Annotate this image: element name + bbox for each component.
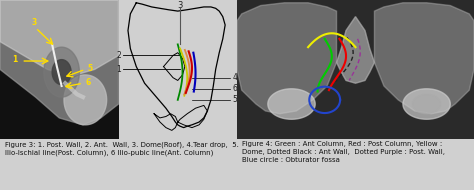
- Text: 3: 3: [32, 18, 37, 27]
- Polygon shape: [268, 89, 315, 119]
- Polygon shape: [337, 17, 374, 83]
- Polygon shape: [403, 89, 450, 119]
- Polygon shape: [0, 0, 118, 125]
- Polygon shape: [44, 47, 80, 97]
- Polygon shape: [337, 17, 374, 83]
- Polygon shape: [412, 94, 441, 114]
- Text: 1: 1: [116, 65, 121, 74]
- Text: 6: 6: [85, 78, 91, 87]
- Text: 4: 4: [232, 73, 237, 82]
- Text: 6: 6: [232, 84, 237, 93]
- Text: 2: 2: [116, 51, 121, 60]
- Text: Figure 4: Green : Ant Column, Red : Post Column, Yellow :
Dome, Dotted Black : A: Figure 4: Green : Ant Column, Red : Post…: [242, 141, 445, 163]
- Text: 5: 5: [88, 64, 93, 73]
- Text: 3: 3: [177, 1, 183, 10]
- Polygon shape: [64, 75, 107, 125]
- Text: Figure 3: 1. Post. Wall, 2. Ant.  Wall, 3. Dome(Roof), 4.Tear drop,  5.
Ilio-Isc: Figure 3: 1. Post. Wall, 2. Ant. Wall, 3…: [5, 141, 238, 156]
- Polygon shape: [52, 60, 71, 85]
- Polygon shape: [237, 3, 337, 114]
- Text: 5: 5: [232, 95, 237, 104]
- Polygon shape: [0, 0, 118, 76]
- Text: 1: 1: [12, 55, 17, 64]
- Polygon shape: [374, 3, 474, 114]
